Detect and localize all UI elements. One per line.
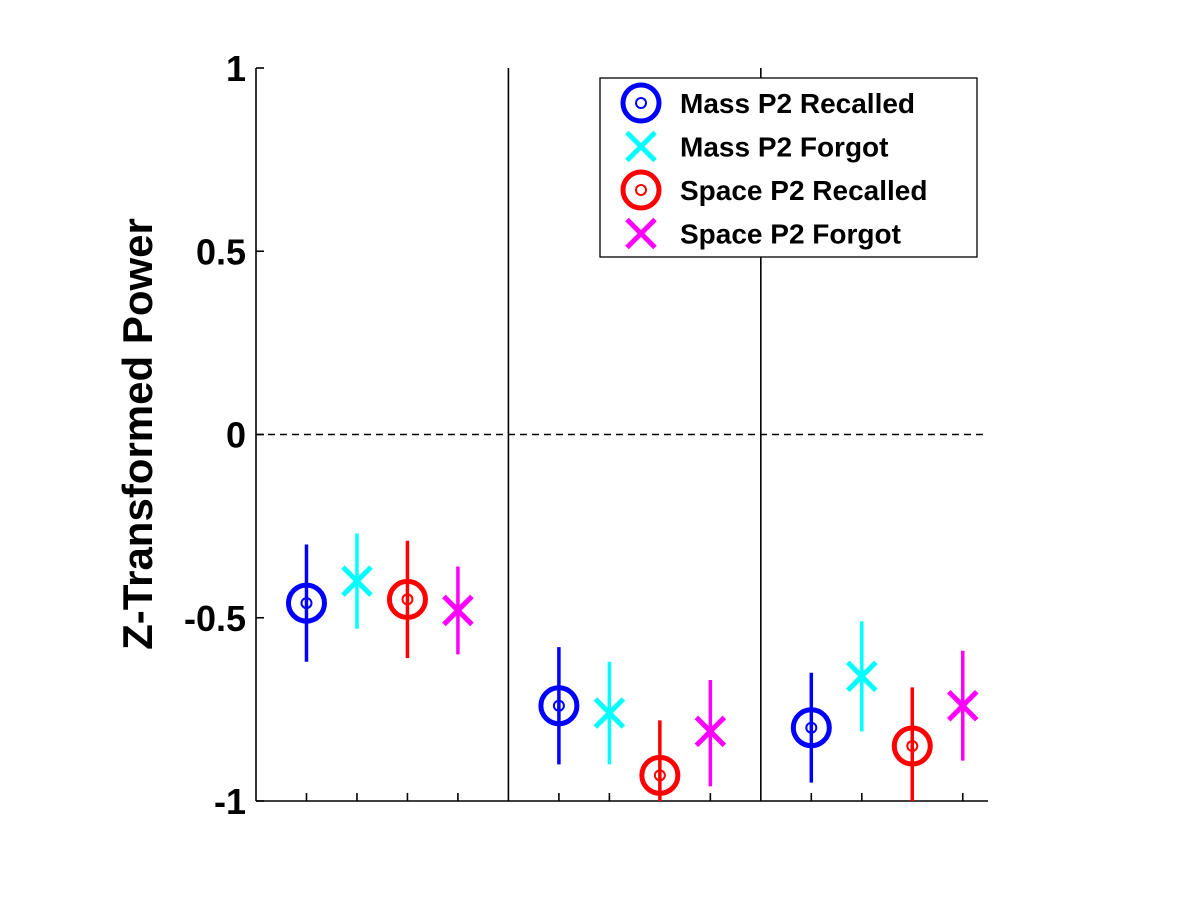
mass-p2-recalled-point-0-center	[300, 597, 313, 610]
space-p2-forgot-point-2	[946, 689, 979, 722]
legend-label-mass-p2-recalled: Mass P2 Recalled	[680, 88, 915, 119]
legend-marker-mass-p2-forgot-stroke-b	[625, 130, 657, 163]
space-p2-forgot-point-1	[694, 715, 727, 748]
legend-marker-space-p2-forgot	[625, 217, 657, 250]
y-axis-label: Z-Transformed Power	[114, 218, 161, 650]
mass-p2-forgot-point-0	[341, 565, 373, 597]
legend-label-mass-p2-forgot: Mass P2 Forgot	[680, 132, 888, 163]
mass-p2-forgot-point-0-stroke-b	[341, 565, 373, 597]
space-p2-recalled-point-0-center	[401, 593, 414, 606]
plot-area: 1 0.5 0 -0.5 -1	[184, 48, 988, 822]
space-p2-forgot-point-2-stroke-b	[946, 689, 979, 722]
legend-box	[599, 77, 978, 258]
legend-marker-space-p2-recalled-center	[635, 184, 647, 196]
y-tick-label: -1	[214, 781, 246, 822]
y-tick-label: 1	[226, 48, 246, 89]
legend-label-space-p2-forgot: Space P2 Forgot	[680, 219, 901, 250]
mass-p2-forgot-point-2	[846, 660, 878, 693]
mass-p2-recalled-point-1-center	[552, 699, 565, 712]
legend-marker-space-p2-forgot-stroke-b	[625, 217, 657, 250]
y-tick-label: -0.5	[184, 598, 246, 639]
legend-marker-mass-p2-recalled-center	[635, 97, 647, 109]
legend-marker-mass-p2-forgot	[625, 130, 657, 163]
space-p2-recalled-point-2	[891, 725, 933, 767]
mass-p2-recalled-point-0	[285, 582, 327, 624]
mass-p2-recalled-point-2	[790, 707, 832, 749]
space-p2-recalled-point-0	[386, 578, 428, 620]
mass-p2-recalled-point-1	[538, 685, 580, 727]
legend-marker-space-p2-recalled	[620, 169, 662, 211]
space-p2-forgot-point-1-stroke-b	[694, 715, 727, 748]
space-p2-recalled-point-1	[639, 754, 681, 796]
space-p2-forgot-point-0	[442, 594, 474, 627]
space-p2-forgot-point-0-stroke-b	[442, 594, 474, 627]
mass-p2-forgot-point-1	[593, 697, 626, 729]
space-p2-recalled-point-1-center	[653, 769, 666, 782]
mass-p2-recalled-point-2-center	[805, 721, 818, 734]
mass-p2-forgot-point-2-stroke-b	[846, 660, 878, 693]
legend-marker-mass-p2-recalled	[620, 82, 662, 124]
legend: Mass P2 Recalled Mass P2 Forgot Space P2 R…	[599, 77, 978, 258]
y-tick-label: 0	[226, 415, 246, 456]
y-tick-label: 0.5	[196, 231, 246, 272]
space-p2-recalled-point-2-center	[906, 740, 919, 753]
legend-label-space-p2-recalled: Space P2 Recalled	[680, 175, 927, 206]
mass-p2-forgot-point-1-stroke-b	[593, 697, 626, 729]
